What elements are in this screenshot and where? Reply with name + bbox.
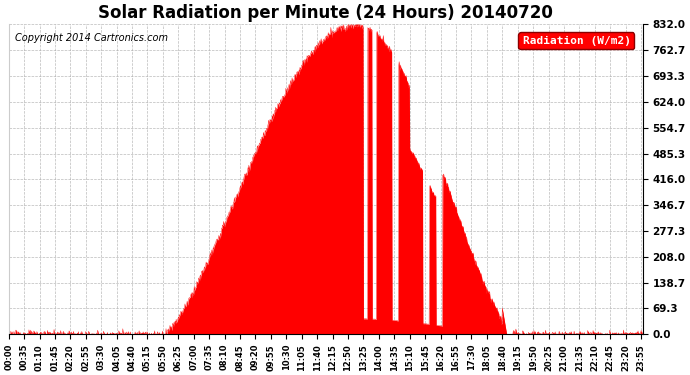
Text: Copyright 2014 Cartronics.com: Copyright 2014 Cartronics.com bbox=[15, 33, 168, 43]
Title: Solar Radiation per Minute (24 Hours) 20140720: Solar Radiation per Minute (24 Hours) 20… bbox=[99, 4, 553, 22]
Legend: Radiation (W/m2): Radiation (W/m2) bbox=[518, 32, 634, 49]
